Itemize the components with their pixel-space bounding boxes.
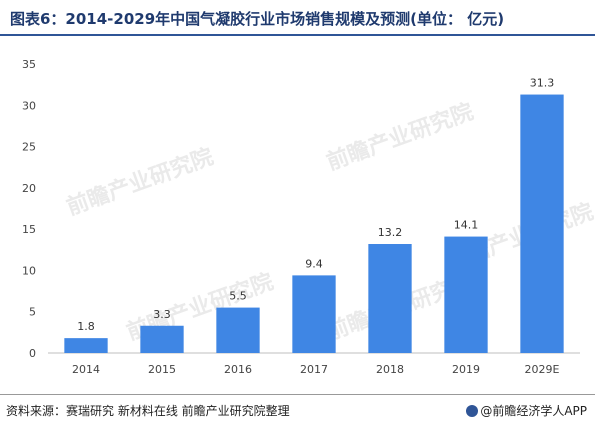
bar [368, 244, 412, 353]
x-axis: 2014 2015 2016 2017 2018 2019 2029E [48, 352, 580, 376]
title-divider [0, 34, 595, 36]
watermark-text: 前瞻产业研究院 [323, 99, 477, 176]
y-tick-label: 35 [22, 58, 36, 71]
source-note: 资料来源：赛瑞研究 新材料在线 前瞻产业研究院整理 [6, 404, 290, 418]
data-label: 31.3 [530, 77, 555, 90]
chart-title: 图表6：2014-2029年中国气凝胶行业市场销售规模及预测(单位： 亿元) [10, 10, 505, 28]
x-tick-label: 2029E [525, 363, 560, 376]
data-label: 9.4 [305, 257, 323, 270]
y-tick-label: 20 [22, 182, 36, 195]
bar-series [64, 94, 564, 354]
data-label: 13.2 [378, 226, 403, 239]
watermark-text: 前瞻产业研究院 [63, 144, 217, 221]
data-label: 14.1 [454, 219, 479, 232]
bar [520, 94, 564, 354]
data-label: 3.3 [153, 308, 171, 321]
x-tick-label: 2014 [72, 363, 100, 376]
x-tick-label: 2017 [300, 363, 328, 376]
data-label: 1.8 [77, 320, 95, 333]
y-tick-label: 0 [29, 347, 36, 360]
x-tick-label: 2015 [148, 363, 176, 376]
y-tick-label: 10 [22, 264, 36, 277]
y-tick-label: 15 [22, 223, 36, 236]
bar [140, 325, 184, 353]
bar [64, 338, 108, 353]
x-tick-label: 2018 [376, 363, 404, 376]
bar [216, 307, 260, 353]
bar-chart: 前瞻产业研究院前瞻产业研究院前瞻产业研究院前瞻产业研究院前瞻产业研究院 0510… [22, 58, 595, 376]
bar [444, 236, 488, 353]
y-tick-label: 30 [22, 99, 36, 112]
x-tick-label: 2019 [452, 363, 480, 376]
y-axis: 0 5 10 15 20 25 30 35 [22, 58, 36, 360]
brand-text: @前瞻经济学人APP [480, 404, 587, 418]
y-tick-label: 5 [29, 306, 36, 319]
brand-credit: @前瞻经济学人APP [466, 402, 587, 419]
bar [292, 275, 336, 353]
data-label: 5.5 [229, 290, 247, 303]
y-tick-label: 25 [22, 141, 36, 154]
brand-logo-icon [466, 405, 479, 417]
footer-divider [0, 394, 595, 395]
chart-area: 前瞻产业研究院前瞻产业研究院前瞻产业研究院前瞻产业研究院前瞻产业研究院 0510… [0, 40, 595, 392]
x-tick-label: 2016 [224, 363, 252, 376]
data-labels: 1.8 3.3 5.5 9.4 13.2 14.1 31.3 [77, 77, 554, 334]
